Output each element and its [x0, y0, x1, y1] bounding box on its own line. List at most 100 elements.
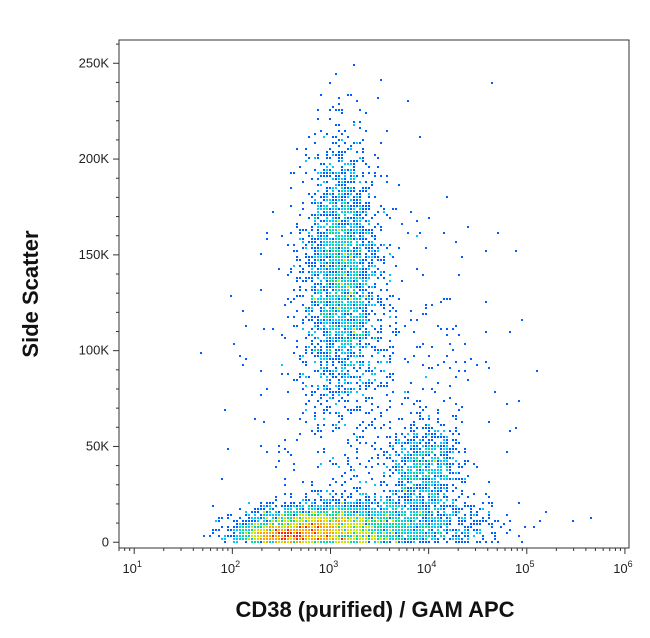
data-point	[332, 424, 334, 426]
data-point	[305, 244, 307, 246]
data-point	[422, 343, 424, 345]
data-point	[359, 367, 361, 369]
data-point	[413, 478, 415, 480]
data-point	[332, 430, 334, 432]
data-point	[347, 250, 349, 252]
data-point	[320, 235, 322, 237]
data-point	[353, 283, 355, 285]
data-point	[359, 226, 361, 228]
data-point	[350, 232, 352, 234]
data-point	[263, 517, 265, 519]
data-point	[350, 307, 352, 309]
data-point	[329, 232, 331, 234]
data-point	[329, 508, 331, 510]
data-point	[392, 526, 394, 528]
data-point	[386, 247, 388, 249]
data-point	[341, 370, 343, 372]
data-point	[359, 232, 361, 234]
data-point	[269, 508, 271, 510]
data-point	[326, 502, 328, 504]
data-point	[434, 523, 436, 525]
data-point	[476, 523, 478, 525]
data-point	[377, 361, 379, 363]
data-point	[323, 322, 325, 324]
data-point	[329, 382, 331, 384]
data-point	[317, 184, 319, 186]
data-point	[419, 472, 421, 474]
data-point	[332, 520, 334, 522]
data-point	[407, 460, 409, 462]
data-point	[329, 331, 331, 333]
data-point	[353, 301, 355, 303]
data-point	[383, 502, 385, 504]
data-point	[356, 382, 358, 384]
data-point	[290, 508, 292, 510]
data-point	[311, 226, 313, 228]
data-point	[344, 391, 346, 393]
data-point	[350, 496, 352, 498]
data-point	[311, 517, 313, 519]
data-point	[350, 163, 352, 165]
data-point	[353, 172, 355, 174]
data-point	[293, 379, 295, 381]
data-point	[335, 532, 337, 534]
data-point	[311, 178, 313, 180]
data-point	[323, 298, 325, 300]
data-point	[347, 187, 349, 189]
data-point	[332, 196, 334, 198]
data-point	[320, 250, 322, 252]
data-point	[410, 496, 412, 498]
data-point	[365, 304, 367, 306]
data-point	[344, 256, 346, 258]
data-point	[272, 514, 274, 516]
data-point	[329, 337, 331, 339]
data-point	[371, 424, 373, 426]
data-point	[467, 505, 469, 507]
data-point	[386, 289, 388, 291]
data-point	[344, 514, 346, 516]
data-point	[437, 418, 439, 420]
data-point	[350, 469, 352, 471]
data-point	[347, 94, 349, 96]
data-point	[326, 322, 328, 324]
data-point	[329, 238, 331, 240]
data-point	[443, 448, 445, 450]
data-point	[359, 193, 361, 195]
data-point	[254, 508, 256, 510]
data-point	[392, 517, 394, 519]
data-point	[332, 328, 334, 330]
data-point	[335, 226, 337, 228]
data-point	[353, 409, 355, 411]
data-point	[380, 79, 382, 81]
data-point	[479, 529, 481, 531]
data-point	[308, 505, 310, 507]
data-point	[434, 493, 436, 495]
data-point	[386, 283, 388, 285]
data-point	[341, 211, 343, 213]
data-point	[374, 154, 376, 156]
data-point	[380, 517, 382, 519]
data-point	[347, 382, 349, 384]
data-point	[407, 361, 409, 363]
data-point	[428, 415, 430, 417]
data-point	[353, 352, 355, 354]
data-point	[338, 520, 340, 522]
data-point	[350, 94, 352, 96]
data-point	[422, 517, 424, 519]
data-point	[404, 526, 406, 528]
data-point	[368, 496, 370, 498]
data-point	[356, 280, 358, 282]
data-point	[380, 370, 382, 372]
data-point	[404, 457, 406, 459]
data-point	[335, 517, 337, 519]
data-point	[239, 535, 241, 537]
data-point	[263, 520, 265, 522]
data-point	[323, 388, 325, 390]
data-point	[215, 520, 217, 522]
data-point	[341, 172, 343, 174]
data-point	[317, 349, 319, 351]
data-point	[272, 532, 274, 534]
data-point	[326, 316, 328, 318]
data-point	[302, 388, 304, 390]
data-point	[338, 301, 340, 303]
